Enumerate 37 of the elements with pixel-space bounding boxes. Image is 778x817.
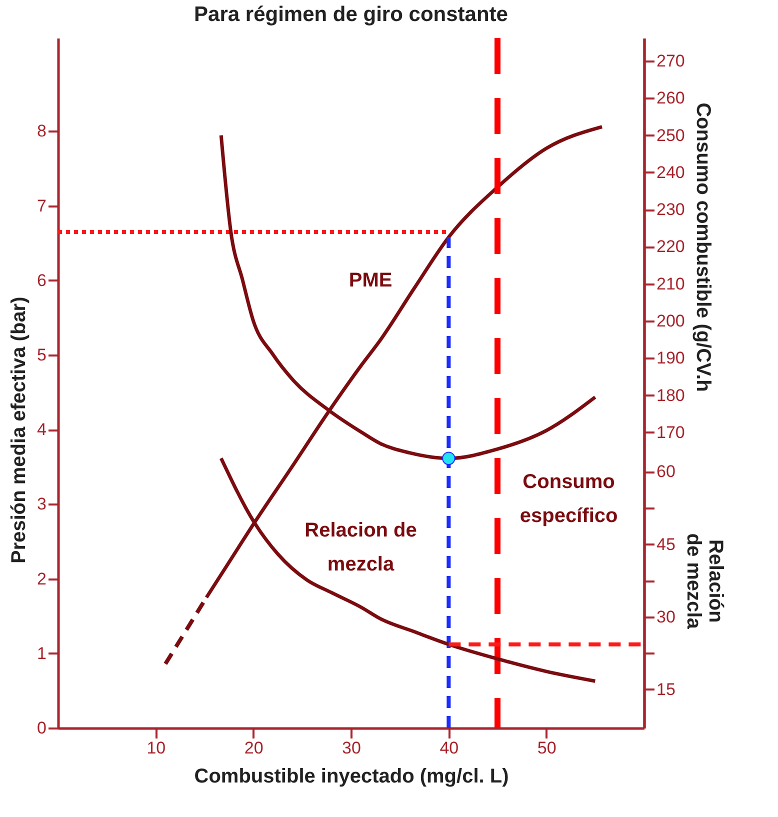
y-tick-label: 3 [37, 494, 46, 514]
x-tick-label: 20 [244, 738, 264, 758]
y3-tick-label: 60 [656, 462, 676, 482]
y2-tick-label: 230 [656, 200, 685, 220]
x-tick-label: 40 [440, 738, 459, 758]
y2-tick-label: 180 [656, 386, 685, 405]
y2-tick-label: 250 [656, 126, 685, 145]
series-label: Relacion de mezcla [304, 519, 417, 576]
y2-tick-label: 220 [656, 237, 685, 256]
y2-tick-label: 270 [656, 52, 685, 71]
y-axis-title: Presión media efectiva (bar) [8, 296, 30, 564]
y3-tick-label: 15 [656, 680, 676, 699]
chart-title: Para régimen de giro constante [194, 3, 508, 26]
y2-tick-label: 260 [656, 88, 685, 108]
x-tick-label: 30 [342, 738, 361, 758]
y2-tick-label: 170 [656, 422, 685, 442]
y-tick-label: 7 [37, 196, 46, 216]
series-label: PME [348, 269, 392, 292]
x-axis-title: Combustible inyectado (mg/cl. L) [194, 766, 509, 788]
y-tick-label: 4 [37, 420, 46, 440]
y2-tick-label: 190 [656, 348, 685, 368]
y-tick-label: 1 [37, 644, 46, 663]
y-tick-label: 2 [37, 569, 46, 588]
y3-axis-title: Relación de mezcla [682, 533, 726, 630]
y-tick-label: 6 [37, 270, 46, 290]
series-label: Consumo específico [520, 470, 618, 527]
y3-tick-label: 30 [656, 607, 676, 626]
y-tick-label: 5 [37, 346, 46, 365]
y-tick-label: 8 [37, 122, 46, 141]
y2-axis-title: Consumo combustible (g/CV.h [692, 102, 714, 392]
x-tick-label: 50 [537, 738, 556, 758]
y2-tick-label: 210 [656, 274, 685, 294]
y2-tick-label: 200 [656, 311, 685, 330]
y2-tick-label: 240 [656, 162, 685, 182]
y-tick-label: 0 [37, 718, 46, 738]
y3-tick-label: 45 [656, 534, 676, 554]
x-tick-label: 10 [146, 738, 166, 758]
